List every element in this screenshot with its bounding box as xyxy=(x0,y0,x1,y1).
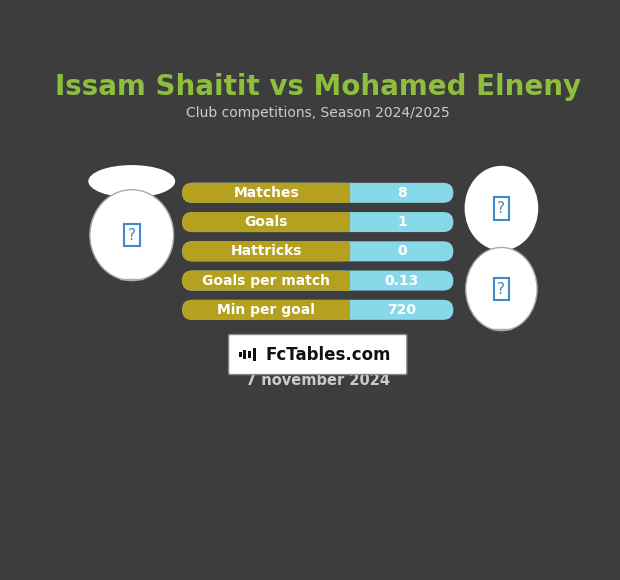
Text: Hattricks: Hattricks xyxy=(231,244,302,258)
FancyBboxPatch shape xyxy=(182,300,453,320)
FancyBboxPatch shape xyxy=(182,271,350,291)
Text: Matches: Matches xyxy=(233,186,299,200)
Text: Club competitions, Season 2024/2025: Club competitions, Season 2024/2025 xyxy=(186,106,450,119)
FancyBboxPatch shape xyxy=(340,271,350,291)
Text: Goals per match: Goals per match xyxy=(202,274,330,288)
FancyBboxPatch shape xyxy=(182,241,453,262)
FancyBboxPatch shape xyxy=(340,241,350,262)
Text: Issam Shaitit vs Mohamed Elneny: Issam Shaitit vs Mohamed Elneny xyxy=(55,72,581,100)
FancyBboxPatch shape xyxy=(340,300,350,320)
FancyBboxPatch shape xyxy=(243,350,247,359)
Text: 1: 1 xyxy=(397,215,407,229)
FancyBboxPatch shape xyxy=(229,335,407,375)
Text: ?: ? xyxy=(497,281,505,296)
Text: 0.13: 0.13 xyxy=(385,274,419,288)
Ellipse shape xyxy=(466,248,537,331)
Ellipse shape xyxy=(464,166,538,251)
FancyBboxPatch shape xyxy=(340,212,350,232)
FancyBboxPatch shape xyxy=(182,300,350,320)
Ellipse shape xyxy=(90,190,174,281)
Ellipse shape xyxy=(88,165,175,197)
Text: ?: ? xyxy=(497,201,505,216)
FancyBboxPatch shape xyxy=(248,351,251,358)
FancyBboxPatch shape xyxy=(182,241,350,262)
FancyBboxPatch shape xyxy=(340,183,350,203)
Text: 7 november 2024: 7 november 2024 xyxy=(246,373,390,388)
Text: Min per goal: Min per goal xyxy=(217,303,315,317)
Text: ?: ? xyxy=(128,228,136,242)
FancyBboxPatch shape xyxy=(182,183,453,203)
FancyBboxPatch shape xyxy=(182,271,453,291)
Text: FcTables.com: FcTables.com xyxy=(265,346,391,364)
Text: 8: 8 xyxy=(397,186,407,200)
FancyBboxPatch shape xyxy=(253,349,255,361)
FancyBboxPatch shape xyxy=(182,212,350,232)
Text: Goals: Goals xyxy=(244,215,288,229)
FancyBboxPatch shape xyxy=(182,183,350,203)
Text: 0: 0 xyxy=(397,244,407,258)
FancyBboxPatch shape xyxy=(239,352,242,357)
Text: 720: 720 xyxy=(388,303,417,317)
FancyBboxPatch shape xyxy=(182,212,453,232)
